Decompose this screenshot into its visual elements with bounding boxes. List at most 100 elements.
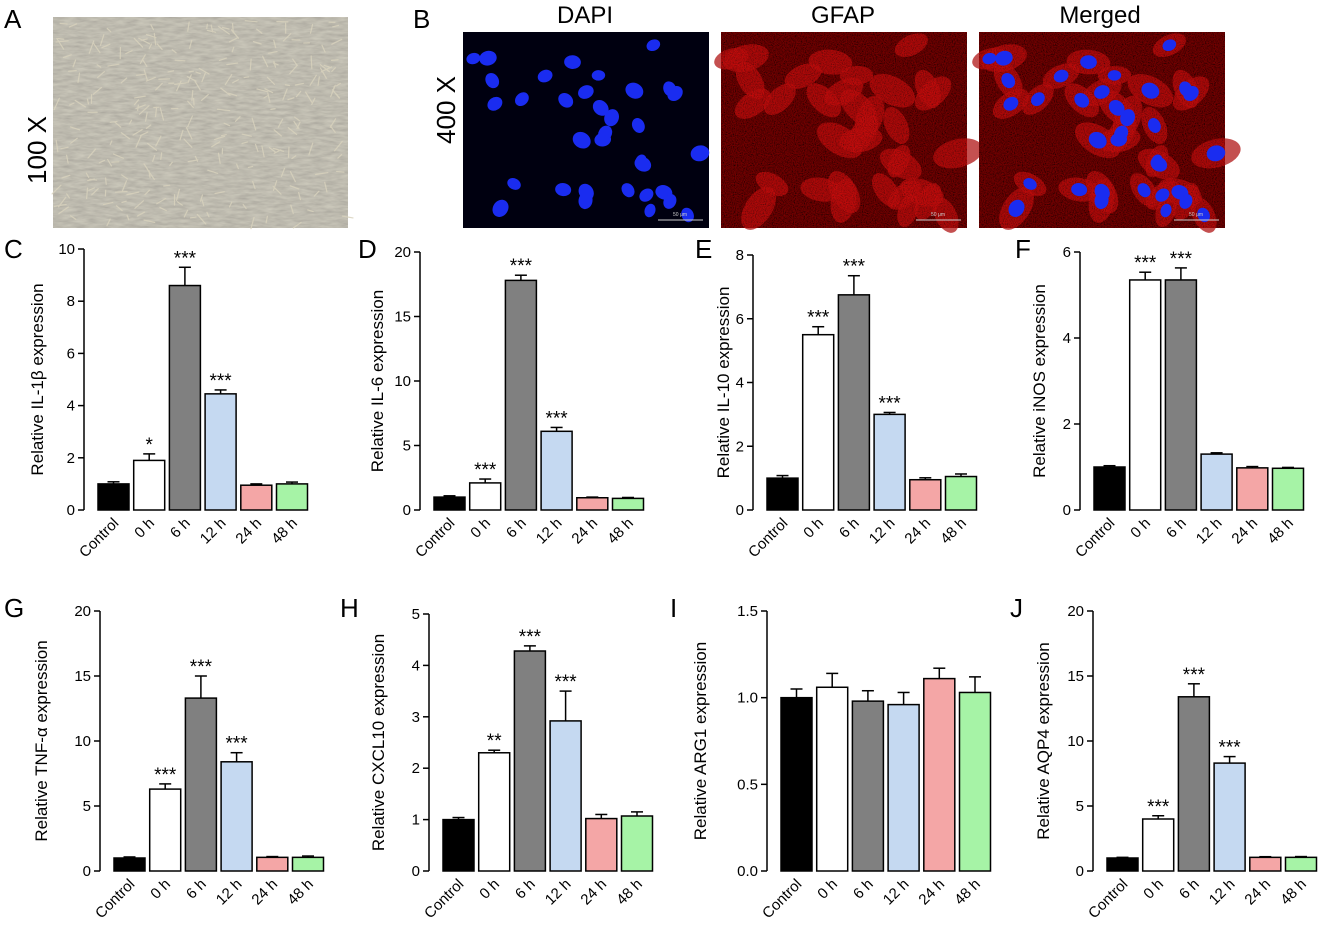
- cell-process: [187, 100, 194, 109]
- y-tick-label: 1.0: [737, 690, 758, 707]
- cell-process: [55, 40, 69, 43]
- y-axis-label: Relative IL-10 expression: [714, 287, 733, 479]
- nucleus: [1150, 156, 1168, 172]
- y-tick-label: 8: [736, 247, 744, 264]
- panel-label: J: [1010, 593, 1023, 623]
- cell-process: [314, 171, 329, 176]
- cell-process: [156, 43, 163, 51]
- cell-process: [51, 184, 62, 195]
- nucleus: [639, 188, 654, 202]
- cell-process: [201, 72, 207, 83]
- nucleus: [466, 52, 481, 65]
- significance-label: ***: [879, 393, 902, 414]
- x-tick-label: 48 h: [613, 876, 646, 909]
- x-tick-label: 24 h: [232, 515, 265, 548]
- cell-process: [121, 174, 129, 180]
- cell-process: [97, 70, 106, 79]
- significance-label: ***: [546, 408, 569, 429]
- y-tick-label: 10: [394, 373, 411, 390]
- cell-process: [57, 37, 65, 40]
- bar: [220, 761, 253, 872]
- cell-process: [272, 180, 278, 191]
- cell-process: [145, 124, 152, 129]
- nucleus: [644, 203, 656, 218]
- cell-process: [87, 178, 96, 182]
- nucleus: [1107, 70, 1122, 81]
- bar: [468, 482, 502, 511]
- significance-label: ***: [510, 256, 533, 277]
- cell-process: [115, 205, 123, 212]
- cell-process: [223, 122, 231, 127]
- cell-process: [106, 158, 113, 167]
- cell-process: [141, 58, 148, 67]
- cell-process: [150, 24, 155, 31]
- cell-process: [227, 92, 238, 97]
- nucleus: [663, 81, 677, 97]
- cell-process: [282, 88, 288, 101]
- cell-process: [144, 112, 148, 122]
- cell-process: [289, 64, 298, 75]
- cell-process: [252, 40, 262, 45]
- x-tick-label: 24 h: [915, 876, 948, 909]
- cell-process: [267, 50, 278, 54]
- y-tick-label: 0: [1063, 502, 1071, 519]
- cell-process: [92, 42, 101, 54]
- cell-process: [152, 155, 156, 162]
- y-tick-label: 2: [1063, 416, 1071, 433]
- x-tick-label: 48 h: [604, 515, 637, 548]
- cell-process: [206, 29, 217, 33]
- cell-process: [174, 82, 187, 85]
- merged-scale-bar-label: 50 μm: [1189, 212, 1203, 218]
- significance-label: ***: [1219, 738, 1242, 759]
- nucleus: [995, 50, 1013, 66]
- x-tick-label: 12 h: [542, 876, 575, 909]
- x-tick-label: Control: [1072, 515, 1118, 561]
- significance-label: ***: [190, 657, 213, 678]
- bar: [611, 497, 645, 511]
- cell-process: [324, 181, 328, 193]
- bar: [1249, 856, 1282, 872]
- x-tick-label: 48 h: [268, 515, 301, 548]
- x-tick-label: 48 h: [937, 515, 970, 548]
- bar: [1177, 696, 1211, 872]
- cell-process: [176, 80, 182, 92]
- cell-process: [273, 39, 277, 49]
- x-tick-label: 24 h: [577, 876, 610, 909]
- cell-process: [242, 203, 247, 210]
- gfap-scale-bar-label: 50 μm: [931, 212, 945, 218]
- cell-process: [293, 120, 300, 130]
- cell-process: [91, 188, 99, 196]
- significance-label: ***: [474, 460, 497, 481]
- cell-process: [106, 218, 111, 227]
- y-axis-label: Relative IL-1β expression: [28, 283, 47, 475]
- cell-process: [198, 67, 210, 75]
- bar: [97, 483, 130, 511]
- significance-label: ***: [210, 371, 233, 392]
- cell-process: [331, 38, 343, 45]
- x-tick-label: 48 h: [951, 876, 984, 909]
- panel-label: C: [4, 234, 23, 264]
- cell-process: [143, 69, 148, 81]
- x-tick-label: 24 h: [1228, 515, 1261, 548]
- cell-process: [218, 26, 230, 35]
- x-tick-label: 12 h: [866, 515, 899, 548]
- bar: [1271, 467, 1305, 511]
- cell-process: [311, 97, 316, 106]
- nucleus: [507, 178, 521, 190]
- cell-process: [210, 24, 214, 33]
- cell-process: [62, 54, 72, 59]
- x-tick-label: 0 h: [800, 515, 827, 542]
- cell-process: [336, 170, 345, 173]
- cell-process: [109, 140, 113, 146]
- x-tick-label: 24 h: [248, 876, 281, 909]
- cell-process: [98, 159, 106, 164]
- x-tick-label: 12 h: [880, 876, 913, 909]
- bar: [851, 700, 885, 872]
- x-tick-label: 12 h: [197, 515, 230, 548]
- bar: [540, 430, 573, 511]
- cell-process: [214, 191, 225, 195]
- cell-process: [307, 209, 314, 213]
- merged-micrograph: 50 μm: [972, 32, 1241, 233]
- cell-process: [121, 200, 127, 204]
- bar: [837, 294, 871, 511]
